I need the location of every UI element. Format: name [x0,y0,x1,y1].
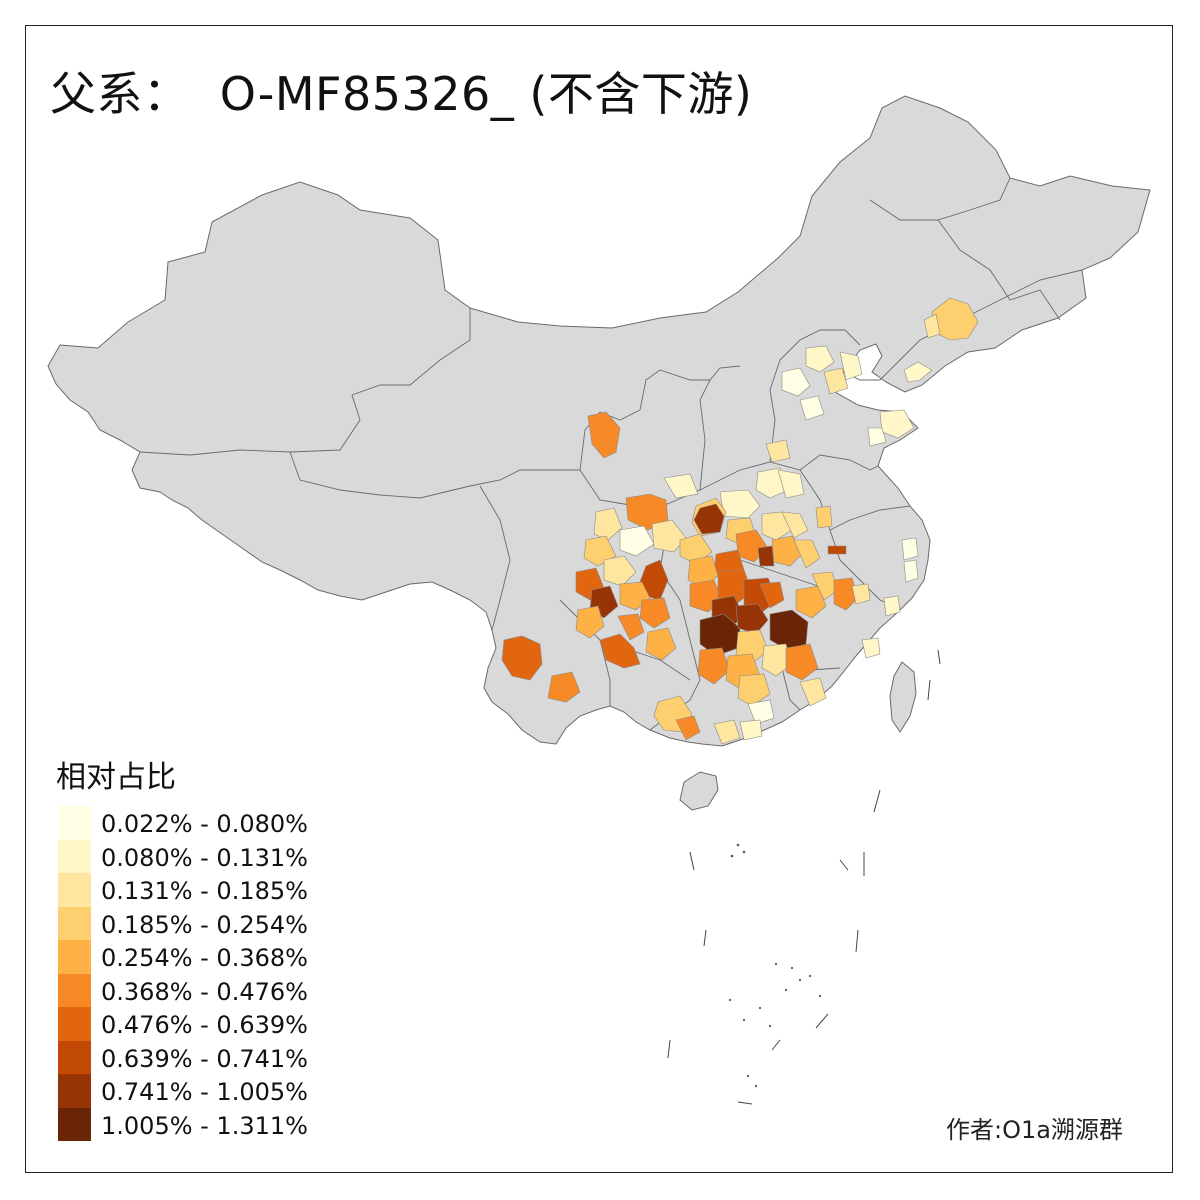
legend-item: 0.185% - 0.254% [58,906,358,940]
region [769,609,809,651]
legend-item: 0.080% - 0.131% [58,839,358,873]
region [599,633,641,669]
region [781,367,811,397]
legend-item: 0.741% - 1.005% [58,1074,358,1108]
region [663,473,699,499]
region [761,643,793,677]
legend-swatch [58,1007,91,1041]
legend-label: 0.080% - 0.131% [101,843,308,872]
region [737,673,771,707]
legend-label: 0.254% - 0.368% [101,944,308,972]
legend-item: 0.639% - 0.741% [58,1040,358,1074]
region [805,345,835,373]
region [639,597,671,629]
region [923,313,941,339]
region [903,361,933,383]
legend-label: 0.476% - 0.639% [101,1011,308,1039]
region [603,555,637,587]
legend-swatch [58,973,91,1007]
hainan-island [679,771,719,811]
region [501,635,543,681]
region [619,525,655,557]
region [713,719,741,745]
legend-label: 1.005% - 1.311% [101,1111,308,1140]
region [815,505,833,529]
region [765,439,791,463]
region [785,643,819,681]
region [757,545,775,567]
author-credit: 作者:O1a溯源群 [946,1116,1123,1144]
region [883,595,901,617]
legend-label: 0.185% - 0.254% [101,910,308,939]
region [839,351,863,381]
region [851,583,871,605]
legend-label: 0.022% - 0.080% [101,810,308,838]
legend-swatch [58,1074,91,1108]
legend-label: 0.368% - 0.476% [101,977,308,1006]
region [901,537,919,561]
region [735,603,769,635]
region [575,605,605,639]
taiwan-island [889,661,917,733]
region [593,507,623,541]
region [645,627,677,661]
legend-swatch [58,1040,91,1074]
legend-label: 0.741% - 1.005% [101,1078,308,1106]
map-title: 父系： O-MF85326_ (不含下游) [50,67,753,121]
region [739,719,763,741]
scattered-islets [728,843,822,1088]
legend-label: 0.639% - 0.741% [101,1044,308,1073]
region [861,637,881,659]
legend-swatch [58,839,91,873]
region [759,581,785,609]
legend-swatch [58,906,91,940]
legend-label: 0.131% - 0.185% [101,877,308,905]
legend-item: 0.131% - 0.185% [58,873,358,907]
legend-item: 0.476% - 0.639% [58,1007,358,1041]
province-borders [139,177,1083,731]
legend-item: 1.005% - 1.311% [58,1107,358,1141]
south-sea-islands [667,649,941,1105]
region [823,367,849,395]
region [781,511,809,539]
region [587,411,621,459]
region [617,613,645,641]
legend-swatch [58,873,91,907]
region [547,671,581,703]
choropleth-regions [501,297,979,745]
region [625,493,669,531]
region [867,427,887,447]
region [675,715,701,741]
legend-item: 0.022% - 0.080% [58,806,358,840]
region [761,511,793,541]
legend-swatch [58,806,91,840]
region [827,545,847,555]
region [903,559,919,583]
region [693,503,725,535]
region [793,539,821,569]
region [795,585,827,619]
region [777,469,805,499]
legend-swatch [58,1107,91,1141]
region [697,647,731,685]
legend-item: 0.368% - 0.476% [58,973,358,1007]
region [799,395,825,421]
region [747,699,775,725]
region [799,677,827,707]
legend-item: 0.254% - 0.368% [58,940,358,974]
legend-swatch [58,940,91,974]
legend-title: 相对占比 [56,760,176,795]
